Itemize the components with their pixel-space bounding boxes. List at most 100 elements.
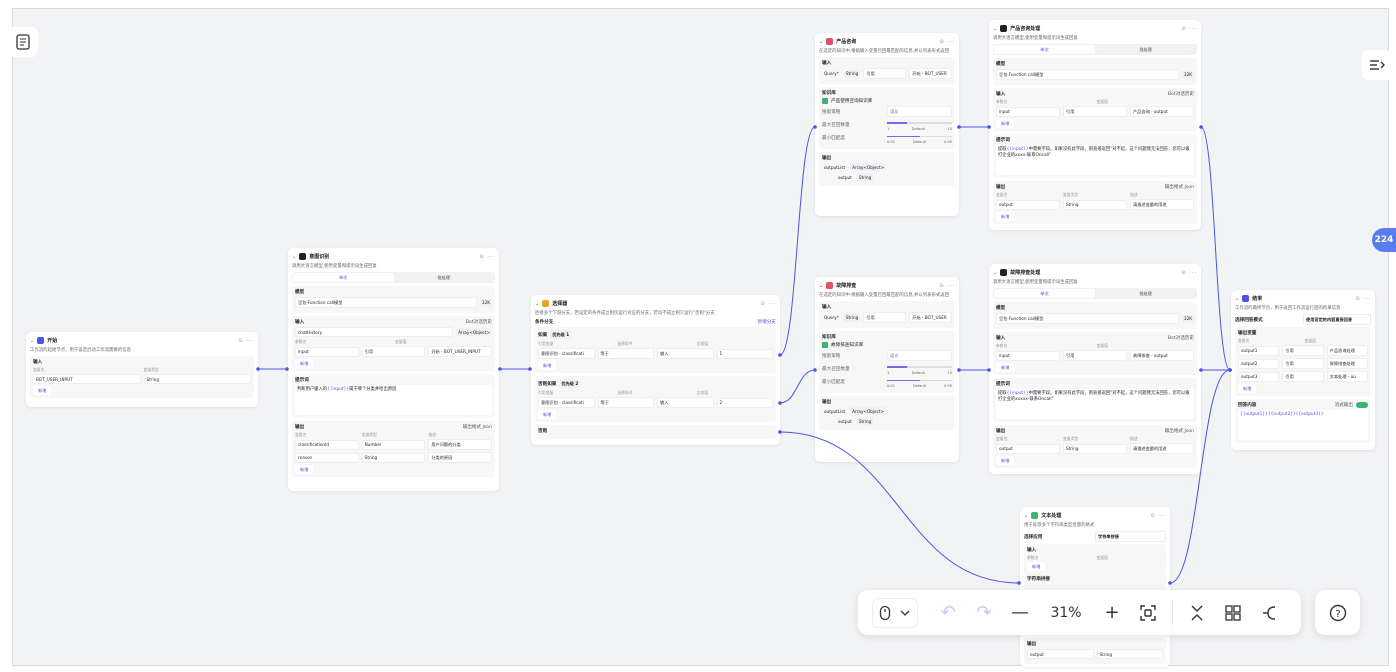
slider-track[interactable]	[887, 366, 952, 368]
section-option[interactable]: Bot对话历史	[1167, 336, 1194, 341]
field-cell[interactable]: 豆包·Function call模型	[295, 297, 477, 308]
field-cell[interactable]: String	[843, 69, 861, 78]
field-cell[interactable]: 引用	[361, 346, 426, 357]
chevron-down-icon[interactable]: ⌄	[30, 337, 35, 344]
more-options-icon[interactable]: ⊙ ···	[1181, 25, 1197, 32]
field-cell[interactable]: String	[361, 452, 426, 463]
node-product-kb[interactable]: ⌄ 产品咨询 ⊙ ··· 在选定的知识中,根据输入变量召回最匹配的信息,并以列表形式返…	[815, 33, 959, 216]
field-cell[interactable]: String	[143, 374, 251, 384]
field-cell[interactable]: chatHistory	[295, 327, 454, 337]
prompt-editor[interactable]: 提取{{input}}中需要字段。如果没有此字段，则直接返回"对不起，这个问题我…	[996, 389, 1194, 419]
edge-style-button[interactable]	[1251, 595, 1287, 631]
tab-1[interactable]: 批处理	[1139, 46, 1152, 52]
prompt-editor[interactable]: 判断用户输入的{{input}}属于哪个分类并给出原因	[295, 385, 492, 415]
search-mode-select[interactable]: 语义	[887, 106, 952, 117]
add-button[interactable]: 新增	[1027, 562, 1046, 571]
undo-button[interactable]: ↶	[930, 595, 966, 631]
section-option[interactable]: 输出格式 Json	[462, 425, 492, 430]
field-cell[interactable]: 请描述变量的用途	[1130, 199, 1194, 210]
field-cell[interactable]: 2	[716, 397, 773, 408]
more-options-icon[interactable]: ⊙ ···	[1181, 269, 1197, 276]
tab-1[interactable]: 批处理	[1139, 290, 1152, 296]
interaction-mode-select[interactable]	[872, 597, 918, 628]
field-cell[interactable]: reason	[295, 452, 359, 463]
slider-track[interactable]	[887, 122, 952, 124]
field-cell[interactable]: 故障排查 - output	[1130, 350, 1194, 361]
field-cell[interactable]: 文本处理 - ou	[1326, 371, 1368, 382]
field-cell[interactable]: output1	[1238, 345, 1280, 356]
knowledge-item[interactable]: 产品使用咨询知识库	[822, 98, 952, 104]
field-cell[interactable]: input	[996, 350, 1060, 361]
add-button[interactable]: 新增	[1238, 384, 1257, 393]
field-cell[interactable]: 32K	[479, 298, 492, 307]
add-button[interactable]: 新增	[538, 361, 557, 370]
search-mode-select[interactable]: 语义	[887, 350, 952, 361]
chevron-down-icon[interactable]: ⌄	[535, 300, 540, 307]
add-button[interactable]: 新增	[295, 465, 314, 474]
field-cell[interactable]: 引用	[1282, 358, 1324, 369]
chevron-down-icon[interactable]: ⌄	[993, 269, 998, 276]
tab-0[interactable]: 单次	[994, 45, 1095, 54]
redo-button[interactable]: ↷	[966, 595, 1002, 631]
notes-button[interactable]	[8, 27, 38, 57]
field-cell[interactable]: 输入	[657, 397, 714, 408]
field-cell[interactable]: output	[1027, 649, 1094, 659]
more-options-icon[interactable]: ⊙ ···	[939, 38, 955, 45]
field-cell[interactable]: 产品咨询 - output	[1130, 106, 1194, 117]
field-cell[interactable]: String	[1063, 443, 1127, 454]
node-text[interactable]: ⌄ 文本处理 ⊙ ··· 用于处理多个字符串类型变量的格式 选择应用 字符串拼接 输入 参数名…	[1020, 507, 1170, 667]
select-dropdown[interactable]: 使用设定的内容直接回答	[1303, 314, 1371, 325]
field-cell[interactable]: 引用	[1282, 345, 1324, 356]
chevron-down-icon[interactable]: ⌄	[1024, 512, 1029, 519]
field-cell[interactable]: 产品咨询处理	[1326, 345, 1368, 356]
more-options-icon[interactable]: ⊙ ···	[760, 300, 776, 307]
field-cell[interactable]: 用户问题的分类	[428, 439, 493, 450]
field-cell[interactable]: output	[996, 443, 1060, 454]
node-intent[interactable]: ⌄ 意图识别 ⊙ ··· 调用大语言模型,使用变量和提示词生成回复 单次 批处理 模型 豆包·…	[288, 248, 499, 491]
field-cell[interactable]: Query*	[824, 315, 839, 320]
chevron-down-icon[interactable]: ⌄	[819, 282, 824, 289]
node-fault-kb[interactable]: ⌄ 故障排查 ⊙ ··· 在选定的知识中,根据输入变量召回最匹配的信息,并以列表形式返…	[815, 277, 959, 462]
field-cell[interactable]: 32K	[1181, 70, 1194, 79]
field-cell[interactable]: 引用	[1063, 106, 1127, 117]
node-fault-llm[interactable]: ⌄ 故障排查处理 ⊙ ··· 调用大语言模型,使用变量和提示词生成回复 单次 批处理 模型豆…	[989, 264, 1201, 474]
count-badge[interactable]: 224	[1372, 228, 1396, 252]
chevron-down-icon[interactable]: ⌄	[1235, 295, 1240, 302]
more-options-icon[interactable]: ⊙ ···	[238, 337, 254, 344]
panel-toggle-button[interactable]	[1362, 50, 1392, 80]
help-button[interactable]: ?	[1315, 590, 1360, 635]
field-cell[interactable]: 分类的原因	[428, 452, 493, 463]
field-cell[interactable]: String	[1063, 199, 1127, 210]
field-cell[interactable]: output	[996, 199, 1060, 210]
chevron-down-icon[interactable]: ⌄	[993, 25, 998, 32]
field-cell[interactable]: 故障排查处理	[1326, 358, 1368, 369]
field-cell[interactable]: String	[843, 313, 861, 322]
field-cell[interactable]: 豆包·Function call模型	[996, 313, 1179, 324]
field-cell[interactable]: 引用	[863, 312, 907, 323]
auto-layout-button[interactable]	[1215, 595, 1251, 631]
node-selector[interactable]: ⌄ 选择器 ⊙ ··· 连接多个下游分支，若设定的条件成立则仅运行对应的分支，若均不成…	[531, 295, 780, 445]
field-cell[interactable]: input	[295, 346, 359, 357]
zoom-level[interactable]: 31%	[1050, 604, 1082, 621]
field-cell[interactable]: 意图识别 - classificati	[538, 348, 595, 359]
slider-track[interactable]	[887, 135, 952, 137]
add-branch-button[interactable]: 新增分支	[757, 320, 776, 325]
add-button[interactable]: 新增	[33, 386, 52, 395]
field-cell[interactable]: BOT_USER_INPUT	[33, 374, 141, 384]
fit-view-button[interactable]	[1130, 595, 1166, 631]
field-cell[interactable]: output2	[1238, 358, 1280, 369]
add-button[interactable]: 新增	[295, 359, 314, 368]
field-cell[interactable]: 引用	[863, 68, 907, 79]
field-cell[interactable]: 32K	[1181, 314, 1194, 323]
field-cell[interactable]: input	[996, 106, 1060, 117]
field-cell[interactable]: 等于	[597, 397, 654, 408]
node-product-llm[interactable]: ⌄ 产品咨询处理 ⊙ ··· 调用大语言模型,使用变量和提示词生成回复 单次 批处理 模型豆…	[989, 20, 1201, 230]
field-cell[interactable]: Array<Object>	[456, 328, 492, 336]
section-option[interactable]: 输出格式 Json	[1164, 429, 1194, 434]
field-cell[interactable]: 豆包·Function call模型	[996, 69, 1179, 80]
node-start[interactable]: ⌄ 开始 ⊙ ··· 工作流的起始节点，用于设定启动工作流需要的信息 输入 变量名 变量类型…	[26, 332, 258, 407]
section-option[interactable]: 流式输出	[1334, 403, 1353, 408]
min-slider[interactable]: 0.01 Default 0.99	[887, 133, 952, 144]
chevron-down-icon[interactable]: ⌄	[819, 38, 824, 45]
tab-1[interactable]: 批处理	[437, 274, 451, 280]
